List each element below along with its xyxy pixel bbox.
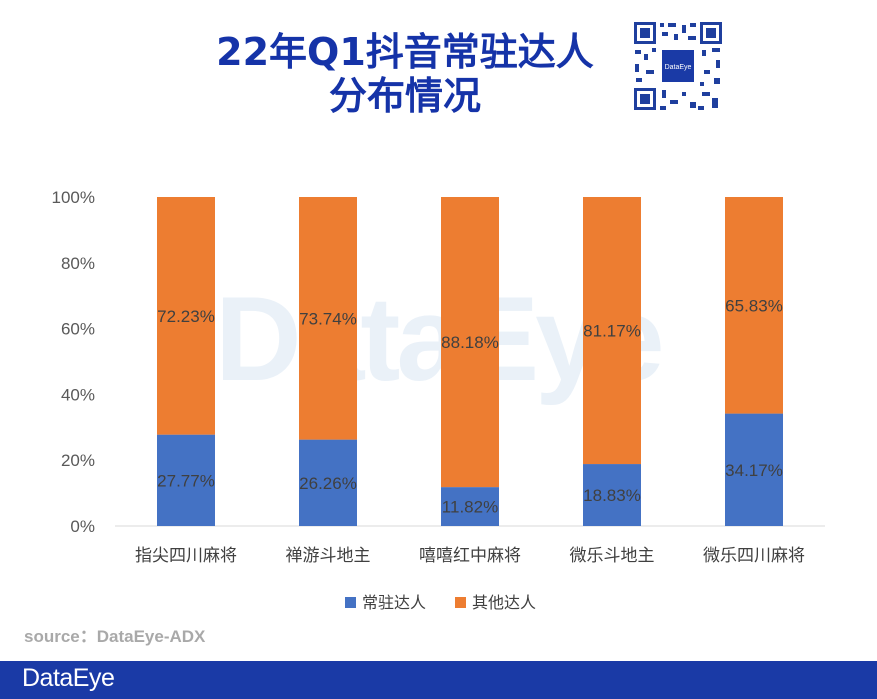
legend-swatch <box>455 597 466 608</box>
bar-resident <box>441 487 499 526</box>
y-tick-label: 0% <box>70 517 95 536</box>
bar-other <box>583 197 641 465</box>
source-note: source：DataEye-ADX <box>24 627 206 646</box>
bar-other <box>299 197 357 440</box>
footer-bar: DataEye <box>0 661 877 699</box>
bar-other <box>157 197 215 435</box>
data-label: 18.83% <box>583 486 641 505</box>
y-tick-label: 80% <box>61 254 95 273</box>
data-label: 81.17% <box>583 322 641 341</box>
legend-swatch <box>345 597 356 608</box>
legend-label: 常驻达人 <box>362 593 426 612</box>
data-label: 34.17% <box>725 461 783 480</box>
bar-other <box>725 197 783 414</box>
data-label: 27.77% <box>157 471 215 490</box>
y-tick-label: 100% <box>52 188 95 207</box>
bar-resident <box>725 413 783 526</box>
footer-logo: DataEye <box>22 664 115 692</box>
x-category-label: 微乐斗地主 <box>570 546 655 566</box>
y-tick-label: 20% <box>61 451 95 470</box>
y-tick-label: 40% <box>61 385 95 404</box>
bar-other <box>441 197 499 488</box>
title-line-2: 分布情况 <box>328 74 481 118</box>
chart-title: 22年Q1抖音常驻达人 分布情况 <box>180 30 630 118</box>
x-category-label: 微乐四川麻将 <box>703 546 805 566</box>
bar-resident <box>299 439 357 526</box>
x-category-label: 嘻嘻红中麻将 <box>419 546 521 566</box>
bar-resident <box>157 434 215 526</box>
data-label: 72.23% <box>157 307 215 326</box>
x-category-label: 指尖四川麻将 <box>135 546 237 566</box>
qr-code-icon: DataEye <box>632 20 724 112</box>
data-label: 73.74% <box>299 309 357 328</box>
data-label: 26.26% <box>299 474 357 493</box>
qr-logo-text: DataEye <box>665 64 692 71</box>
bar-resident <box>583 464 641 526</box>
data-label: 11.82% <box>442 498 498 517</box>
y-tick-label: 60% <box>61 320 95 339</box>
data-label: 65.83% <box>725 296 783 315</box>
title-line-1: 22年Q1抖音常驻达人 <box>216 30 594 74</box>
x-category-label: 禅游斗地主 <box>286 546 371 566</box>
data-label: 88.18% <box>441 333 499 352</box>
legend-label: 其他达人 <box>472 593 536 612</box>
